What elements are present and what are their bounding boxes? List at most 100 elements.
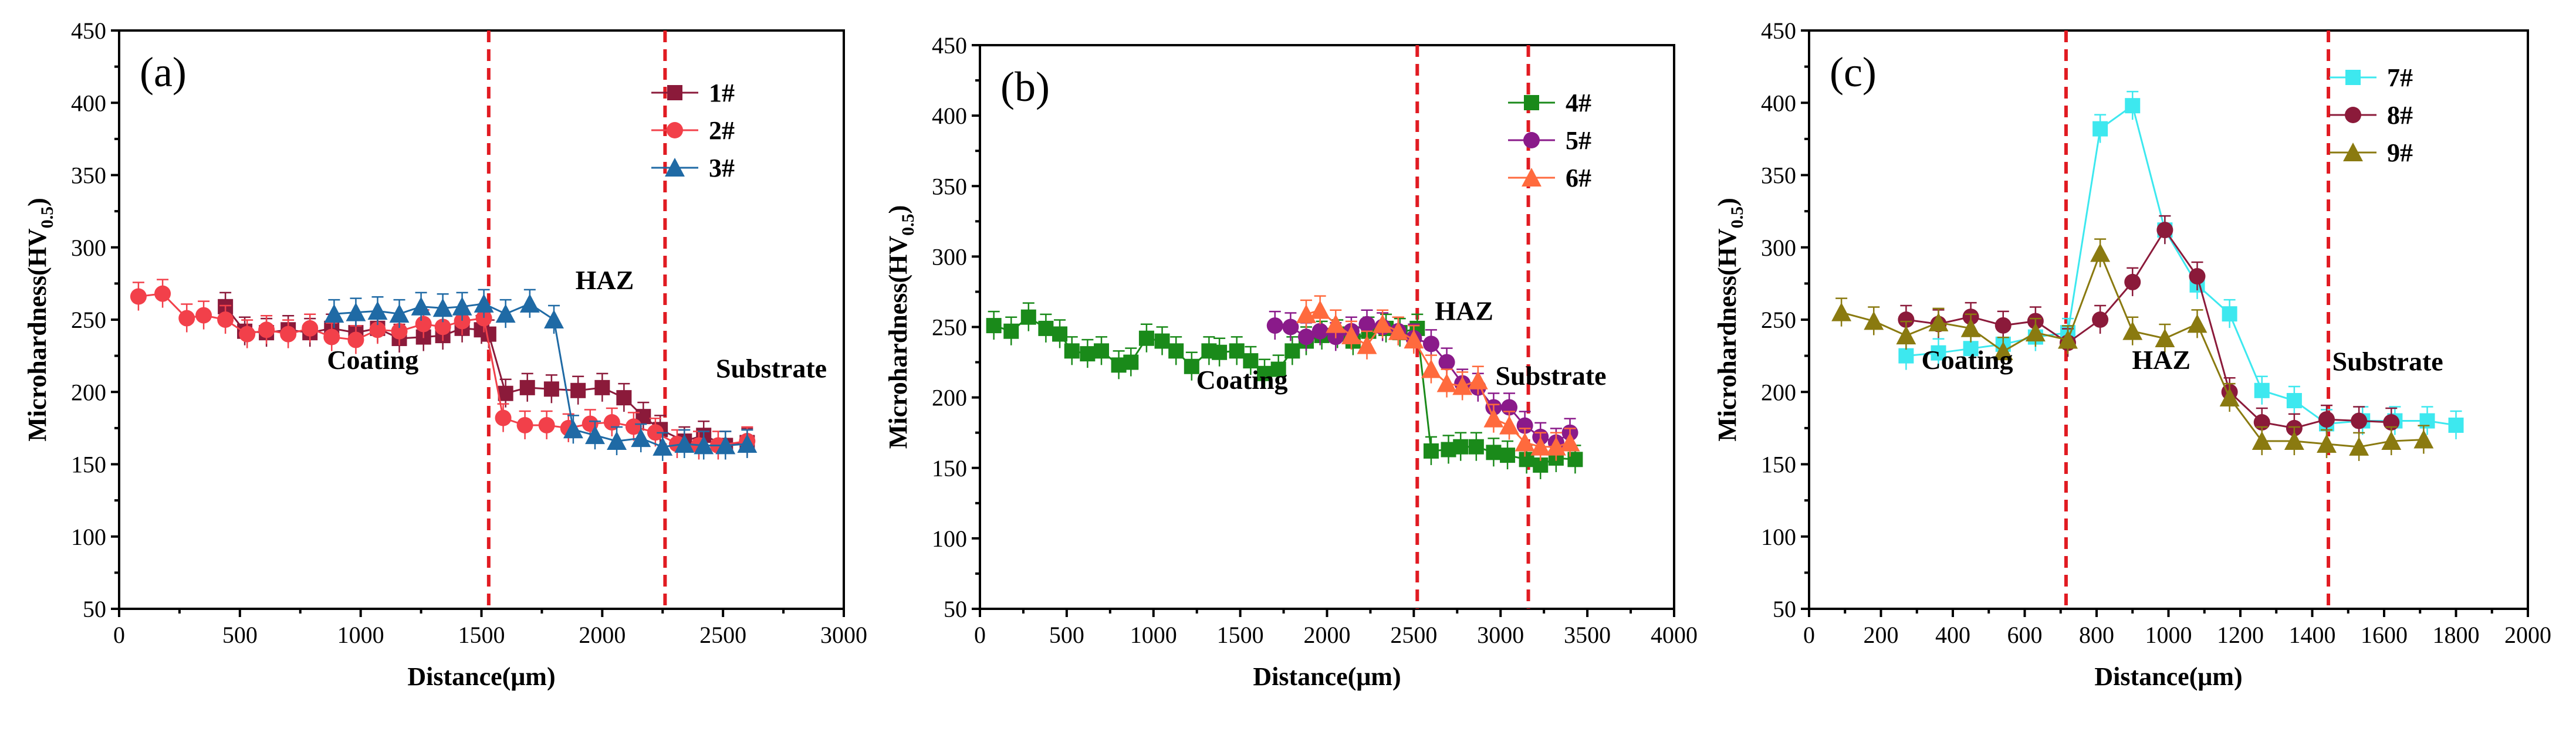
data-point <box>1486 445 1502 460</box>
data-point <box>1326 314 1346 333</box>
data-point <box>1257 365 1273 381</box>
data-point <box>607 431 627 450</box>
data-point <box>1243 353 1259 369</box>
region-annotation: Substrate <box>716 354 827 384</box>
legend-label: 7# <box>2387 63 2413 92</box>
data-point <box>1138 330 1154 346</box>
series-3# <box>324 289 758 461</box>
legend-label: 6# <box>1566 164 1591 192</box>
data-point <box>1229 343 1245 359</box>
data-point <box>434 318 451 336</box>
data-point <box>1298 328 1315 345</box>
data-point <box>2318 411 2335 428</box>
legend-label: 2# <box>709 116 735 145</box>
x-tick-label: 1500 <box>458 622 505 648</box>
y-axis-title: Microhardness(HV0.5) <box>23 198 57 442</box>
data-point <box>519 293 540 313</box>
data-point <box>1168 343 1184 359</box>
data-point <box>1560 432 1580 452</box>
data-point <box>2351 412 2368 429</box>
data-point <box>2189 268 2206 285</box>
legend-label: 3# <box>709 154 735 182</box>
x-axis-title: Distance(μm) <box>407 662 555 691</box>
x-tick-label: 800 <box>2079 622 2114 648</box>
data-point <box>2448 417 2464 433</box>
x-tick-label: 1500 <box>1217 622 1264 648</box>
y-tick-label: 450 <box>932 32 967 59</box>
data-point <box>1388 321 1408 340</box>
data-point <box>647 424 664 441</box>
data-point <box>715 435 736 455</box>
data-point <box>2124 273 2141 290</box>
y-tick-label: 100 <box>932 526 967 552</box>
data-point <box>130 288 147 305</box>
data-point <box>280 326 297 343</box>
y-tick-label: 150 <box>1761 452 1796 478</box>
y-tick-label: 300 <box>932 243 967 270</box>
data-point <box>367 301 388 320</box>
data-point <box>1282 318 1299 336</box>
data-point <box>1499 415 1519 435</box>
y-tick-label: 450 <box>71 18 106 44</box>
region-annotation: Coating <box>327 345 418 375</box>
data-point <box>2156 222 2173 239</box>
legend-label: 5# <box>1566 126 1591 155</box>
data-point <box>1184 358 1199 374</box>
data-point <box>694 435 714 455</box>
data-point <box>1421 359 1441 378</box>
data-point <box>454 313 471 330</box>
data-point <box>563 419 583 439</box>
y-tick-label: 450 <box>1761 18 1796 44</box>
region-annotation: Substrate <box>1495 361 1606 391</box>
data-point <box>1123 354 1139 370</box>
data-point <box>389 304 410 323</box>
data-point <box>1310 300 1330 319</box>
data-point <box>570 382 586 398</box>
panel-label: (b) <box>1000 63 1050 110</box>
data-point <box>346 302 366 321</box>
data-point <box>2187 314 2207 333</box>
x-tick-label: 1400 <box>2289 622 2336 648</box>
data-point <box>1960 318 1981 337</box>
y-tick-label: 200 <box>71 379 106 405</box>
legend-marker <box>665 158 685 177</box>
data-point <box>1500 448 1516 463</box>
data-point <box>1423 443 1439 459</box>
legend-label: 9# <box>2387 138 2413 167</box>
data-point <box>1372 314 1393 333</box>
data-point <box>1212 344 1228 360</box>
y-tick-label: 350 <box>1761 162 1796 189</box>
data-point <box>1003 323 1019 339</box>
data-point <box>2286 393 2302 409</box>
data-point <box>519 379 535 395</box>
data-point <box>2219 388 2240 407</box>
data-point <box>1468 439 1484 455</box>
x-tick-label: 2000 <box>1304 622 1351 648</box>
data-point <box>217 311 234 328</box>
y-tick-label: 100 <box>1761 524 1796 550</box>
x-tick-label: 4000 <box>1651 622 1698 648</box>
data-point <box>2155 328 2175 347</box>
data-point <box>674 434 695 453</box>
y-tick-label: 250 <box>932 314 967 341</box>
data-point <box>1052 326 1068 342</box>
x-tick-label: 1800 <box>2433 622 2480 648</box>
x-tick-label: 1600 <box>2361 622 2408 648</box>
data-point <box>594 379 610 395</box>
data-point <box>474 293 494 313</box>
data-point <box>1404 330 1424 349</box>
data-point <box>1468 370 1488 389</box>
series-7# <box>1898 90 2464 439</box>
data-point <box>2349 436 2369 456</box>
data-point <box>2317 434 2337 453</box>
data-point <box>1898 311 1915 328</box>
y-tick-label: 200 <box>1761 379 1796 405</box>
x-tick-label: 2000 <box>2504 622 2551 648</box>
series-line <box>1906 104 2456 426</box>
data-point <box>1452 376 1473 395</box>
series-9# <box>1831 238 2434 461</box>
data-point <box>2058 330 2078 349</box>
x-tick-label: 600 <box>2007 622 2043 648</box>
data-point <box>516 416 533 433</box>
x-tick-label: 3000 <box>820 622 867 648</box>
